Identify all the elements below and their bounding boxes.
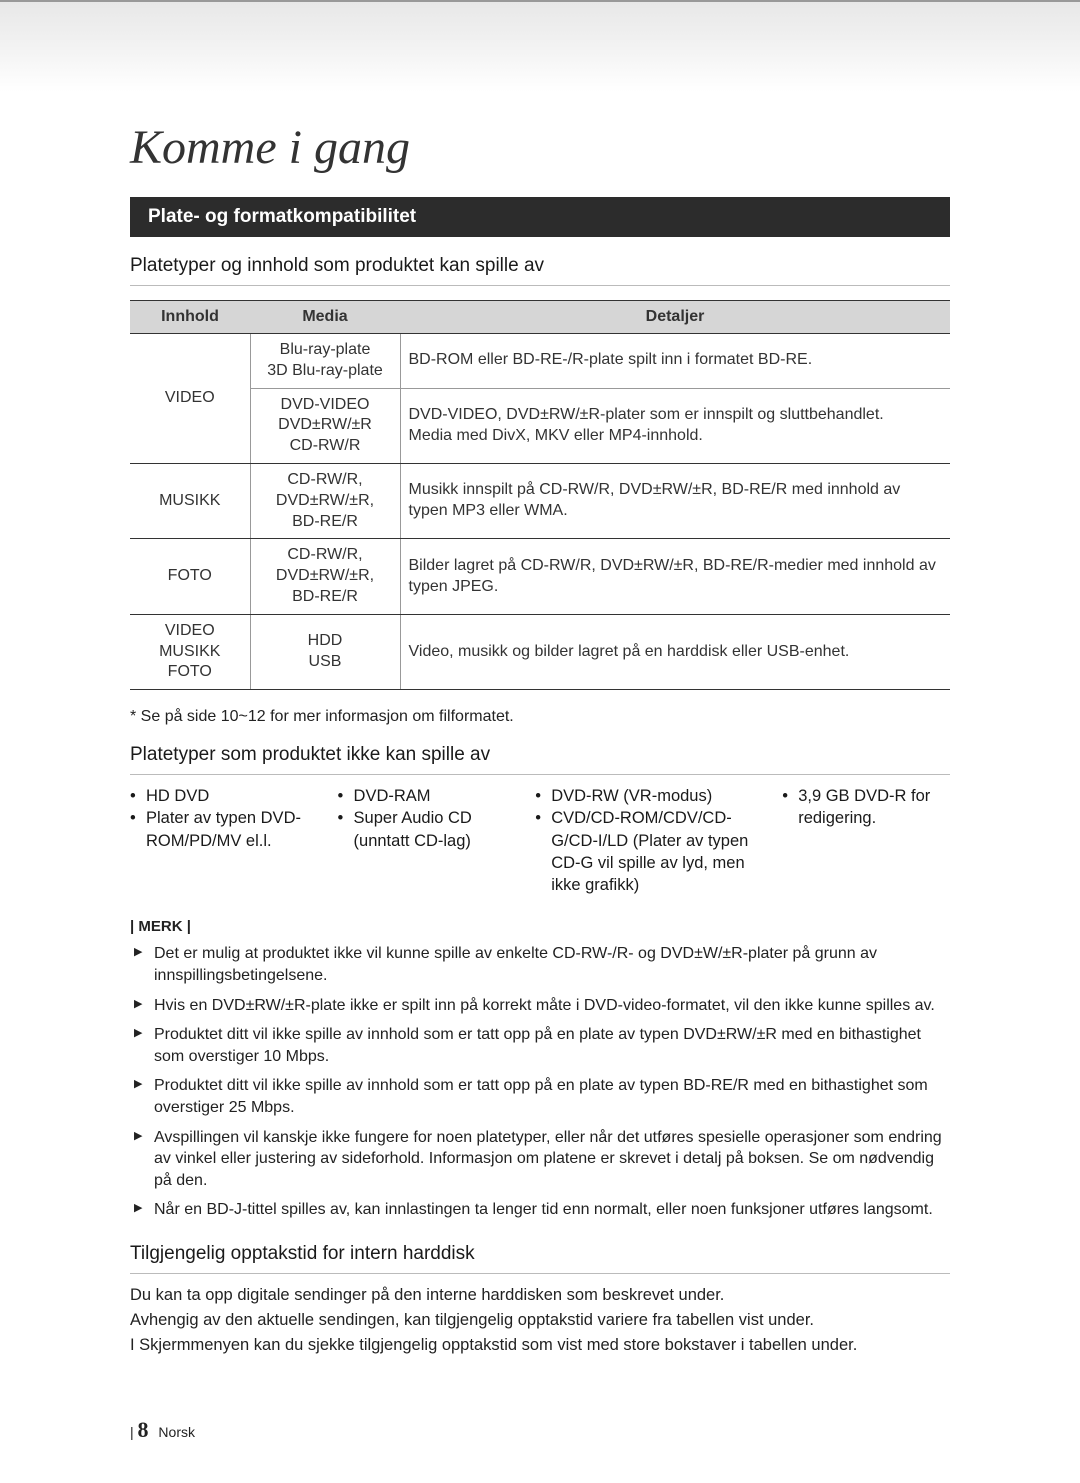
cell-media: DVD-VIDEO DVD±RW/±R CD-RW/R (250, 388, 400, 463)
cell-media: CD-RW/R, DVD±RW/±R, BD-RE/R (250, 463, 400, 538)
section-title-bar: Plate- og formatkompatibilitet (130, 197, 950, 237)
cell-details: Musikk innspilt på CD-RW/R, DVD±RW/±R, B… (400, 463, 950, 538)
cell-details: Bilder lagret på CD-RW/R, DVD±RW/±R, BD-… (400, 539, 950, 614)
page-footer: | 8 Norsk (130, 1417, 950, 1443)
table-footnote: * Se på side 10~12 for mer informasjon o… (130, 708, 950, 726)
cell-media: HDD USB (250, 614, 400, 689)
list-item: DVD-RW (VR-modus) (535, 785, 762, 807)
unsupported-col: HD DVD Plater av typen DVD-ROM/PD/MV el.… (130, 785, 318, 896)
list-item: Super Audio CD (unntatt CD-lag) (338, 807, 516, 852)
list-item: Plater av typen DVD-ROM/PD/MV el.l. (130, 807, 318, 852)
cell-details: Video, musikk og bilder lagret på en har… (400, 614, 950, 689)
cell-content: VIDEO MUSIKK FOTO (130, 614, 250, 689)
note-item: Det er mulig at produktet ikke vil kunne… (130, 943, 950, 986)
list-item: CVD/CD-ROM/CDV/CD-G/CD-I/LD (Plater av t… (535, 807, 762, 896)
subheading-unsupported: Platetyper som produktet ikke kan spille… (130, 744, 950, 775)
col-header-media: Media (250, 301, 400, 334)
page-content: Komme i gang Plate- og formatkompatibili… (0, 120, 1080, 1483)
cell-media: CD-RW/R, DVD±RW/±R, BD-RE/R (250, 539, 400, 614)
col-header-details: Detaljer (400, 301, 950, 334)
note-item: Avspillingen vil kanskje ikke fungere fo… (130, 1127, 950, 1192)
cell-content: MUSIKK (130, 463, 250, 538)
note-item: Produktet ditt vil ikke spille av innhol… (130, 1024, 950, 1067)
cell-content: VIDEO (130, 334, 250, 464)
cell-media: Blu-ray-plate 3D Blu-ray-plate (250, 334, 400, 389)
note-item: Når en BD-J-tittel spilles av, kan innla… (130, 1199, 950, 1221)
col-header-content: Innhold (130, 301, 250, 334)
page-number: 8 (138, 1417, 149, 1442)
list-item: 3,9 GB DVD-R for redigering. (782, 785, 950, 830)
body-paragraph: I Skjermmenyen kan du sjekke tilgjengeli… (130, 1334, 950, 1357)
chapter-title: Komme i gang (130, 120, 950, 175)
body-paragraph: Avhengig av den aktuelle sendingen, kan … (130, 1309, 950, 1332)
note-item: Hvis en DVD±RW/±R-plate ikke er spilt in… (130, 995, 950, 1017)
list-item: HD DVD (130, 785, 318, 807)
compatibility-table: Innhold Media Detaljer VIDEO Blu-ray-pla… (130, 300, 950, 690)
subheading-recording: Tilgjengelig opptakstid for intern hardd… (130, 1243, 950, 1274)
body-paragraph: Du kan ta opp digitale sendinger på den … (130, 1284, 950, 1307)
footer-prefix: | (130, 1424, 138, 1440)
table-row: FOTO CD-RW/R, DVD±RW/±R, BD-RE/R Bilder … (130, 539, 950, 614)
note-item: Produktet ditt vil ikke spille av innhol… (130, 1075, 950, 1118)
cell-details: DVD-VIDEO, DVD±RW/±R-plater som er innsp… (400, 388, 950, 463)
unsupported-list: HD DVD Plater av typen DVD-ROM/PD/MV el.… (130, 785, 950, 896)
table-row: VIDEO MUSIKK FOTO HDD USB Video, musikk … (130, 614, 950, 689)
table-row: DVD-VIDEO DVD±RW/±R CD-RW/R DVD-VIDEO, D… (130, 388, 950, 463)
footer-lang: Norsk (158, 1424, 195, 1440)
note-list: Det er mulig at produktet ikke vil kunne… (130, 943, 950, 1221)
table-row: MUSIKK CD-RW/R, DVD±RW/±R, BD-RE/R Musik… (130, 463, 950, 538)
cell-details: BD-ROM eller BD-RE-/R-plate spilt inn i … (400, 334, 950, 389)
list-item: DVD-RAM (338, 785, 516, 807)
unsupported-col: DVD-RAM Super Audio CD (unntatt CD-lag) (338, 785, 516, 896)
unsupported-col: DVD-RW (VR-modus) CVD/CD-ROM/CDV/CD-G/CD… (535, 785, 762, 896)
page-header-band (0, 0, 1080, 92)
note-label: | MERK | (130, 918, 950, 935)
table-header-row: Innhold Media Detaljer (130, 301, 950, 334)
table-row: VIDEO Blu-ray-plate 3D Blu-ray-plate BD-… (130, 334, 950, 389)
unsupported-col: 3,9 GB DVD-R for redigering. (782, 785, 950, 896)
subheading-playable: Platetyper og innhold som produktet kan … (130, 255, 950, 286)
cell-content: FOTO (130, 539, 250, 614)
